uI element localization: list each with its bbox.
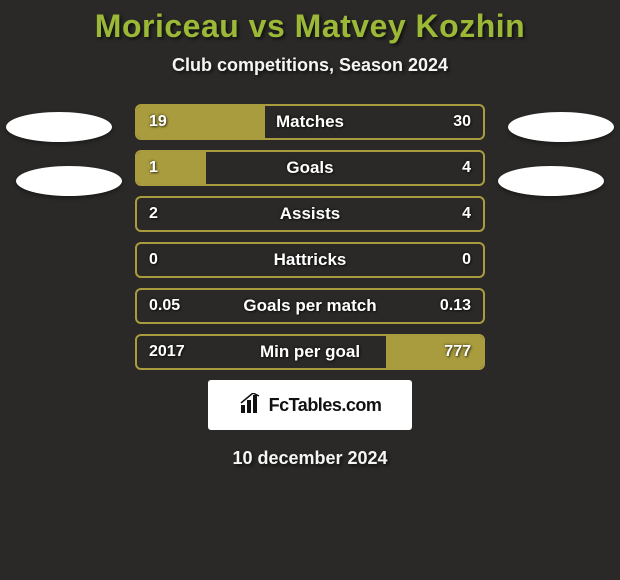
stat-area: 19Matches30 1Goals4 2Assists4 0Hattricks0 0.… — [0, 104, 620, 370]
stat-rows: 19Matches30 1Goals4 2Assists4 0Hattricks0 0.… — [135, 104, 485, 370]
stat-label: Matches — [137, 106, 483, 138]
stat-row: 0Hattricks0 — [135, 242, 485, 278]
player-right-avatar-bottom — [498, 166, 604, 196]
stat-label: Hattricks — [137, 244, 483, 276]
stat-row: 0.05Goals per match0.13 — [135, 288, 485, 324]
comparison-card: Moriceau vs Matvey Kozhin Club competiti… — [0, 0, 620, 469]
stat-value-right: 30 — [453, 106, 471, 138]
player-left-avatar-bottom — [16, 166, 122, 196]
stat-row: 2Assists4 — [135, 196, 485, 232]
page-title: Moriceau vs Matvey Kozhin — [0, 8, 620, 45]
branding-box: FcTables.com — [208, 380, 412, 430]
footer-date: 10 december 2024 — [0, 448, 620, 469]
stat-label: Goals per match — [137, 290, 483, 322]
stat-value-right: 4 — [462, 198, 471, 230]
stat-value-right: 0 — [462, 244, 471, 276]
stat-value-right: 777 — [444, 336, 471, 368]
stat-label: Goals — [137, 152, 483, 184]
stat-value-right: 4 — [462, 152, 471, 184]
stat-row: 19Matches30 — [135, 104, 485, 140]
stat-row: 2017Min per goal777 — [135, 334, 485, 370]
stat-value-right: 0.13 — [440, 290, 471, 322]
bar-chart-icon — [239, 393, 263, 418]
player-right-avatar-top — [508, 112, 614, 142]
page-subtitle: Club competitions, Season 2024 — [0, 55, 620, 76]
branding-inner: FcTables.com — [239, 393, 382, 418]
stat-label: Assists — [137, 198, 483, 230]
stat-label: Min per goal — [137, 336, 483, 368]
branding-text: FcTables.com — [269, 395, 382, 416]
player-left-avatar-top — [6, 112, 112, 142]
stat-row: 1Goals4 — [135, 150, 485, 186]
